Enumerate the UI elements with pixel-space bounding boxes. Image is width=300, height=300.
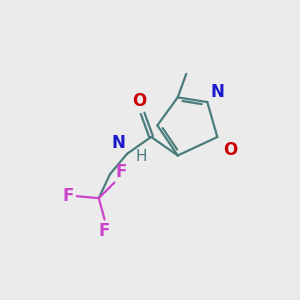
Text: O: O <box>223 141 237 159</box>
Text: F: F <box>116 163 127 181</box>
Text: H: H <box>135 149 147 164</box>
Text: F: F <box>62 187 74 205</box>
Text: O: O <box>133 92 147 110</box>
Text: N: N <box>211 82 225 100</box>
Text: F: F <box>99 222 110 240</box>
Text: N: N <box>112 134 126 152</box>
